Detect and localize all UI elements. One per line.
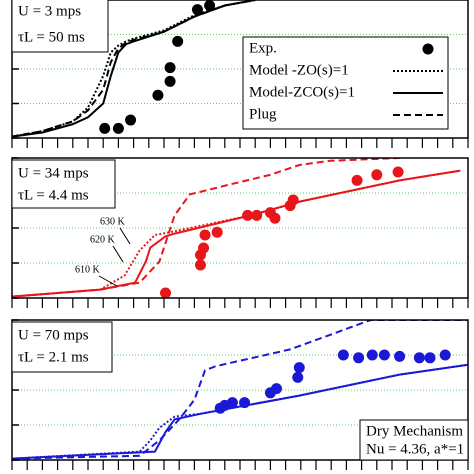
data-point xyxy=(160,287,172,298)
series-line xyxy=(12,0,256,138)
plot-frame xyxy=(11,319,469,461)
panel xyxy=(12,158,468,298)
legend-label: Plug xyxy=(249,106,277,122)
legend-label: Exp. xyxy=(249,40,277,56)
annotation-box xyxy=(11,0,109,53)
data-point xyxy=(226,397,238,409)
series-line xyxy=(12,363,468,460)
data-point xyxy=(211,226,223,238)
data-point xyxy=(191,4,203,16)
data-point xyxy=(424,352,436,364)
data-point xyxy=(413,352,425,364)
series-line xyxy=(12,320,468,460)
data-point xyxy=(439,349,451,361)
data-point xyxy=(378,349,390,361)
data-point xyxy=(198,242,210,254)
data-point xyxy=(204,0,216,12)
annotation: U = 70 mps xyxy=(18,327,89,343)
annotation: τL = 2.1 ms xyxy=(18,349,89,365)
data-point xyxy=(152,89,164,101)
data-point xyxy=(337,349,349,361)
data-point xyxy=(371,169,383,181)
annotation: Nu = 4.36, a*=1 xyxy=(366,441,464,457)
legend-box xyxy=(242,36,449,130)
data-point xyxy=(164,75,176,87)
data-point xyxy=(351,174,363,186)
data-point xyxy=(99,122,111,134)
data-point xyxy=(194,259,206,271)
series-line xyxy=(12,0,256,138)
annotation-box xyxy=(359,419,469,461)
annotation: U = 3 mps xyxy=(18,3,81,19)
data-point xyxy=(293,362,305,374)
panel xyxy=(12,0,468,138)
annotation: 610 K xyxy=(75,264,101,275)
legend-marker xyxy=(422,43,434,55)
data-point xyxy=(270,383,282,395)
plot-frame xyxy=(11,0,469,139)
annotation: U = 34 mps xyxy=(18,165,89,181)
annotation: 630 K xyxy=(100,216,126,227)
annotation-arrow xyxy=(119,227,131,245)
data-point xyxy=(353,352,365,364)
annotation-box xyxy=(11,159,116,209)
annotation: τL = 50 ms xyxy=(18,29,85,45)
data-point xyxy=(199,229,211,241)
annotation-box xyxy=(11,321,113,373)
annotation: 620 K xyxy=(90,234,116,245)
data-point xyxy=(292,371,304,383)
annotation: τL = 4.4 ms xyxy=(18,187,89,203)
annotation: Dry Mechanism xyxy=(366,423,463,439)
plot-frame xyxy=(11,157,469,299)
annotation-arrow xyxy=(112,245,124,263)
data-point xyxy=(394,350,406,362)
series-line xyxy=(12,158,400,298)
data-point xyxy=(392,166,404,178)
data-point xyxy=(366,349,378,361)
legend-label: Model-ZCO(s)=1 xyxy=(249,84,355,100)
data-point xyxy=(172,35,184,47)
data-point xyxy=(112,122,124,134)
legend-label: Model -ZO(s)=1 xyxy=(249,62,349,78)
data-point xyxy=(125,114,137,126)
data-point xyxy=(164,62,176,74)
annotation-arrow xyxy=(98,275,118,287)
data-point xyxy=(269,212,281,224)
